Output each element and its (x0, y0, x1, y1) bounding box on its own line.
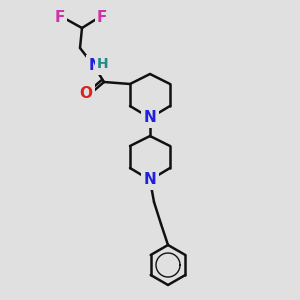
Text: O: O (80, 86, 92, 101)
Text: N: N (144, 172, 156, 188)
Text: N: N (88, 58, 101, 73)
Text: F: F (55, 10, 65, 25)
Text: N: N (144, 110, 156, 125)
Text: F: F (97, 10, 107, 25)
Text: H: H (97, 57, 109, 71)
